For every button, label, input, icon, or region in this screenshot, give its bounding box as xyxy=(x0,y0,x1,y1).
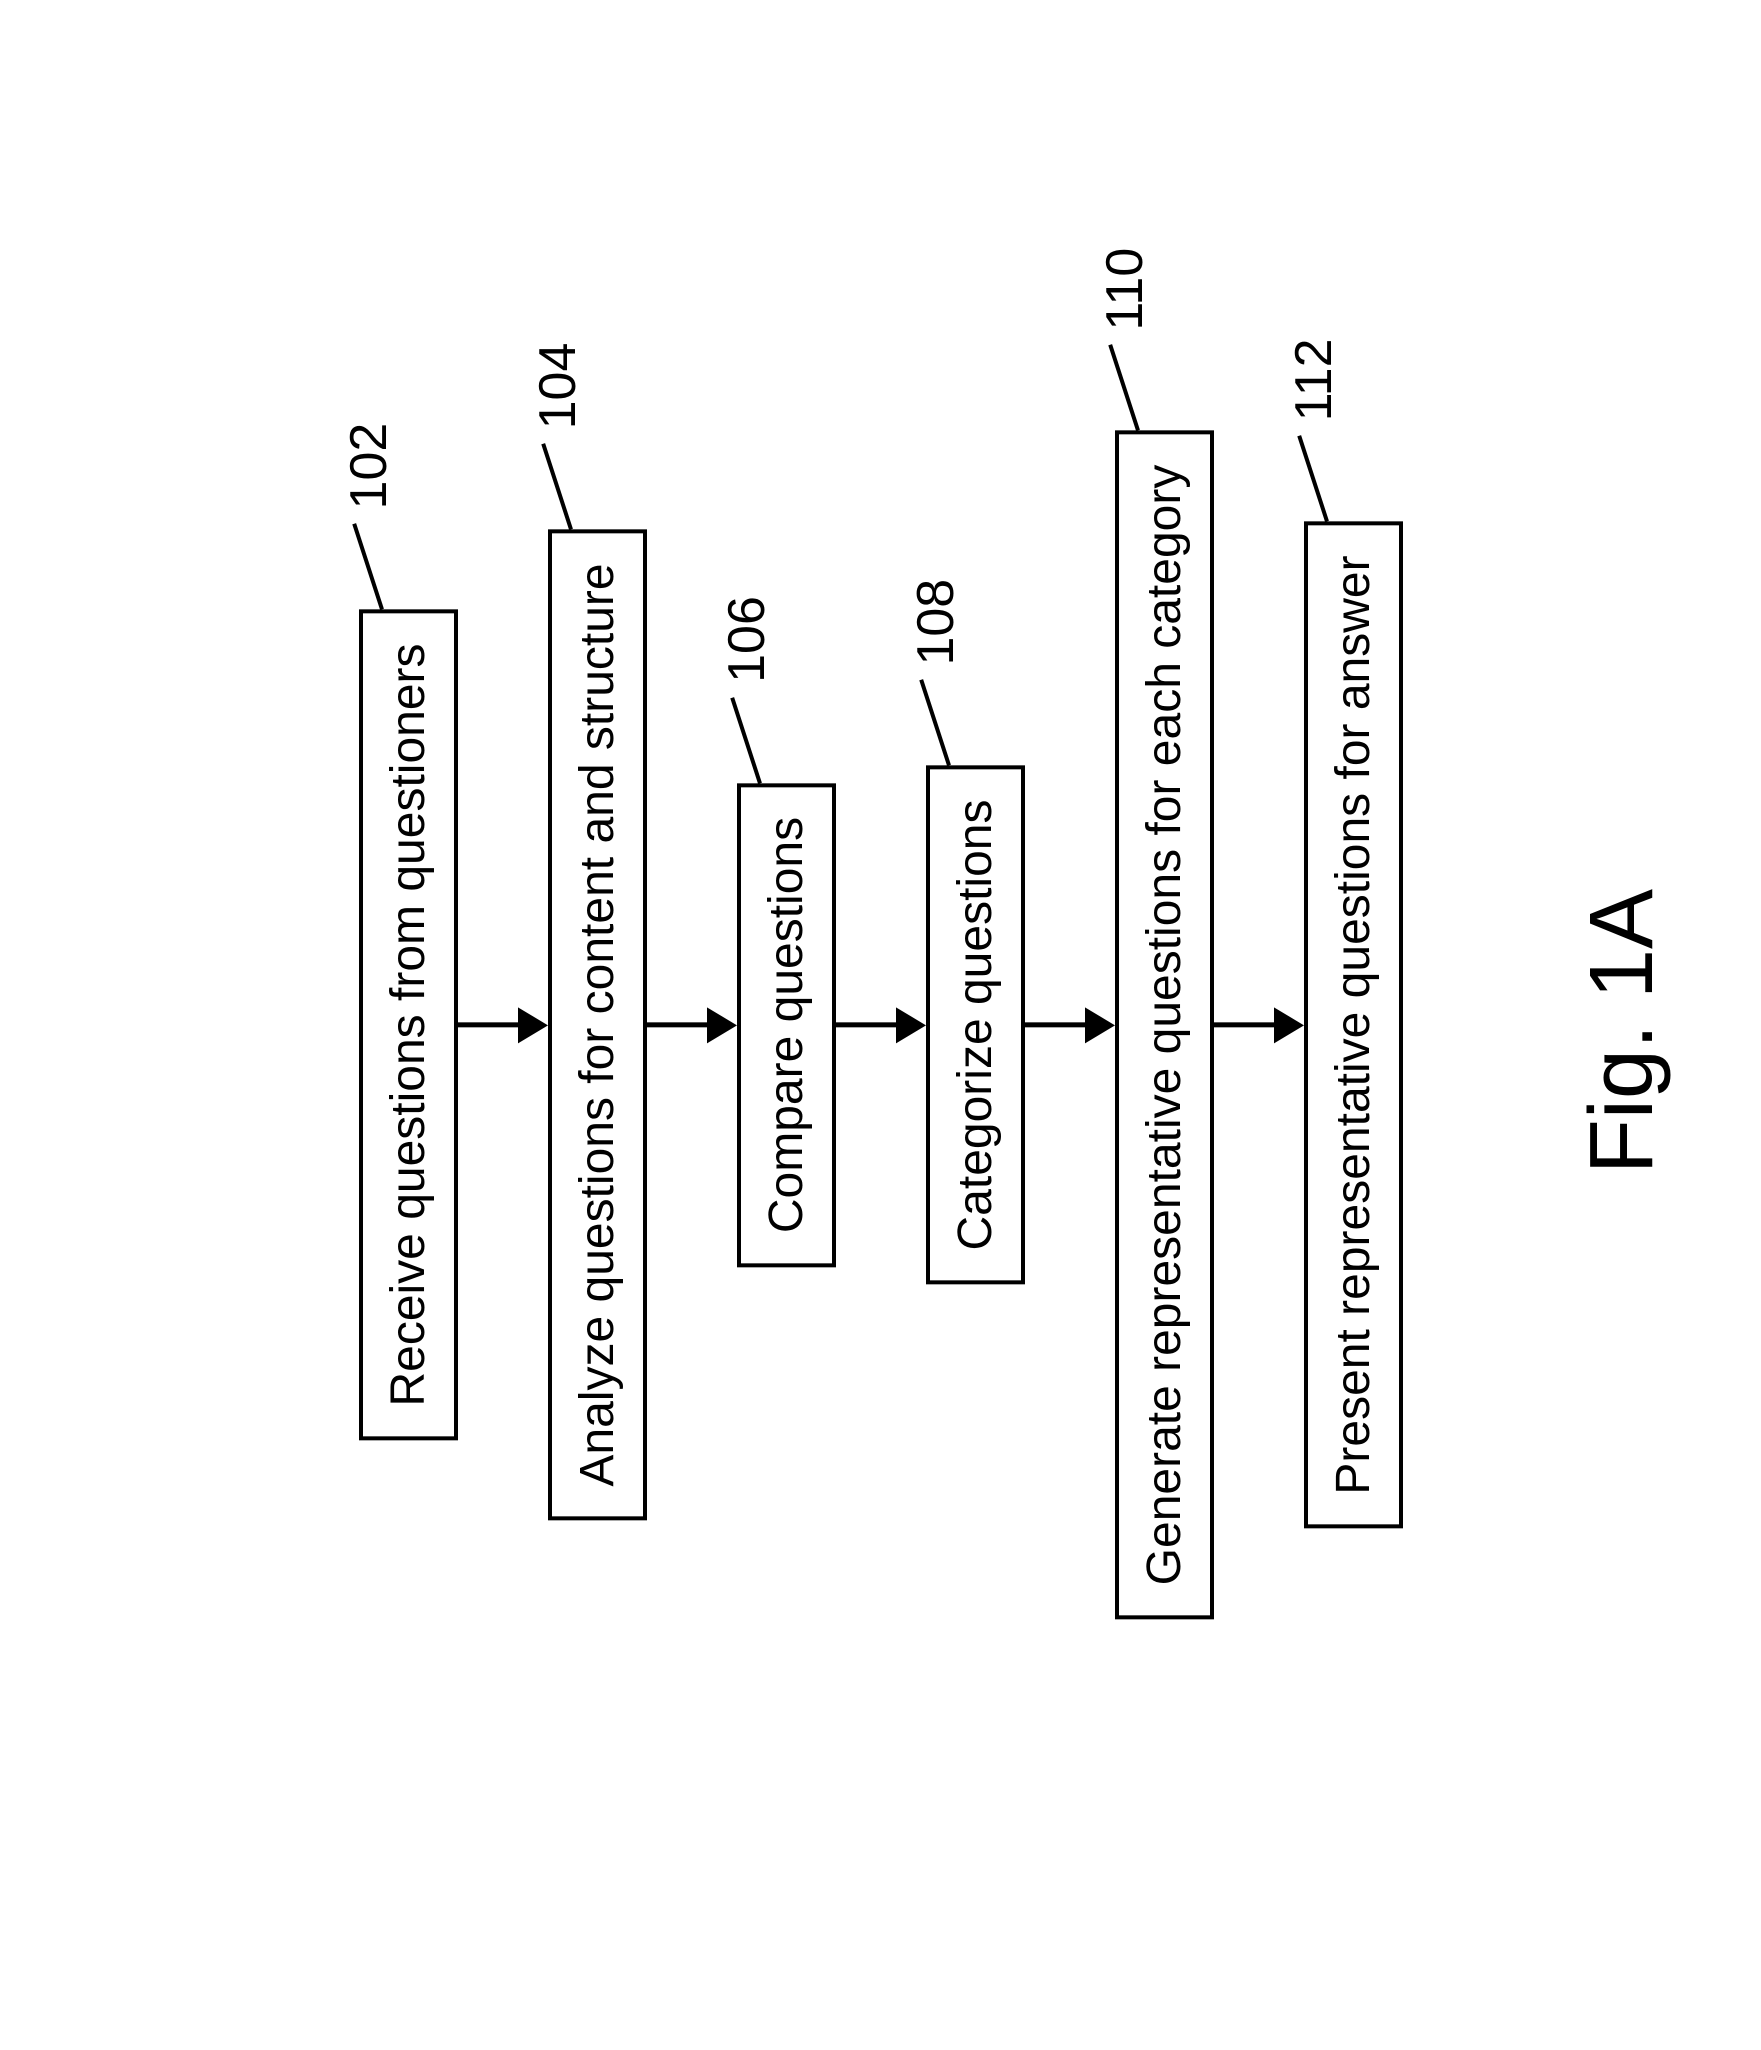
arrow-head-icon xyxy=(1085,1007,1115,1043)
arrow-head-icon xyxy=(707,1007,737,1043)
arrow-shaft xyxy=(458,1023,518,1028)
flow-arrow xyxy=(836,1007,926,1043)
flow-step: Receive questions from questioners 102 xyxy=(359,609,458,1440)
ref-label-wrap: 110 xyxy=(1095,248,1160,431)
flow-step: Present representative questions for ans… xyxy=(1304,521,1403,1528)
step-box-106: Compare questions xyxy=(737,783,836,1267)
leader-line xyxy=(730,697,762,784)
leader-line xyxy=(919,679,951,766)
figure-caption: Fig. 1A xyxy=(1571,889,1674,1174)
flow-arrow xyxy=(1025,1007,1115,1043)
ref-label-wrap: 104 xyxy=(528,343,593,530)
flow-step: Compare questions 106 xyxy=(737,783,836,1267)
flow-step: Generate representative questions for ea… xyxy=(1115,431,1214,1620)
leader-line xyxy=(352,523,384,610)
flowchart-container: Receive questions from questioners 102 A… xyxy=(359,431,1403,1620)
arrow-shaft xyxy=(1025,1023,1085,1028)
step-box-102: Receive questions from questioners xyxy=(359,609,458,1440)
ref-num-110: 110 xyxy=(1095,248,1155,331)
flow-arrow xyxy=(458,1007,548,1043)
step-box-112: Present representative questions for ans… xyxy=(1304,521,1403,1528)
ref-num-102: 102 xyxy=(339,423,399,510)
arrow-head-icon xyxy=(1274,1007,1304,1043)
ref-num-108: 108 xyxy=(906,579,966,666)
step-box-108: Categorize questions xyxy=(926,766,1025,1285)
arrow-head-icon xyxy=(896,1007,926,1043)
ref-num-104: 104 xyxy=(528,343,588,430)
arrow-head-icon xyxy=(518,1007,548,1043)
flow-arrow xyxy=(1214,1007,1304,1043)
flow-step: Categorize questions 108 xyxy=(926,766,1025,1285)
leader-line xyxy=(541,443,573,530)
leader-line xyxy=(1297,435,1329,522)
flow-step: Analyze questions for content and struct… xyxy=(548,529,647,1520)
arrow-shaft xyxy=(647,1023,707,1028)
ref-num-106: 106 xyxy=(717,596,777,683)
ref-label-wrap: 108 xyxy=(906,579,971,766)
ref-label-wrap: 112 xyxy=(1284,339,1349,522)
step-box-110: Generate representative questions for ea… xyxy=(1115,431,1214,1620)
ref-label-wrap: 106 xyxy=(717,596,782,783)
arrow-shaft xyxy=(836,1023,896,1028)
leader-line xyxy=(1108,344,1140,431)
step-box-104: Analyze questions for content and struct… xyxy=(548,529,647,1520)
arrow-shaft xyxy=(1214,1023,1274,1028)
flow-arrow xyxy=(647,1007,737,1043)
ref-label-wrap: 102 xyxy=(339,423,404,610)
ref-num-112: 112 xyxy=(1284,339,1344,422)
